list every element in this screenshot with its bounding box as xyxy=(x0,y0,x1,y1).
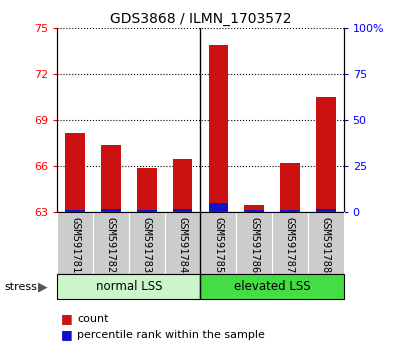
Text: ▶: ▶ xyxy=(38,280,47,293)
Bar xyxy=(201,274,344,299)
Bar xyxy=(93,212,129,274)
Bar xyxy=(57,274,201,299)
Bar xyxy=(209,203,228,212)
Text: normal LSS: normal LSS xyxy=(96,280,162,293)
Bar xyxy=(137,168,156,212)
Text: ■: ■ xyxy=(61,328,73,341)
Bar xyxy=(173,159,192,212)
Bar xyxy=(245,210,264,212)
Text: GSM591783: GSM591783 xyxy=(142,217,152,274)
Text: ■: ■ xyxy=(61,312,73,325)
Bar xyxy=(57,212,93,274)
Bar xyxy=(280,163,300,212)
Text: GSM591785: GSM591785 xyxy=(213,217,223,274)
Bar xyxy=(245,205,264,212)
Bar xyxy=(65,210,85,212)
Bar xyxy=(201,212,236,274)
Bar xyxy=(165,212,201,274)
Bar xyxy=(272,212,308,274)
Bar xyxy=(308,212,344,274)
Text: percentile rank within the sample: percentile rank within the sample xyxy=(77,330,265,339)
Bar xyxy=(65,133,85,212)
Text: GSM591787: GSM591787 xyxy=(285,217,295,274)
Bar xyxy=(316,209,336,212)
Title: GDS3868 / ILMN_1703572: GDS3868 / ILMN_1703572 xyxy=(110,12,291,26)
Text: elevated LSS: elevated LSS xyxy=(234,280,310,293)
Bar xyxy=(173,209,192,212)
Text: GSM591784: GSM591784 xyxy=(178,217,188,274)
Text: stress: stress xyxy=(4,282,37,292)
Bar xyxy=(101,209,121,212)
Bar xyxy=(316,97,336,212)
Text: GSM591788: GSM591788 xyxy=(321,217,331,274)
Bar xyxy=(280,210,300,212)
Text: count: count xyxy=(77,314,109,324)
Bar xyxy=(137,210,156,212)
Bar xyxy=(101,145,121,212)
Text: GSM591782: GSM591782 xyxy=(106,217,116,274)
Text: GSM591781: GSM591781 xyxy=(70,217,80,274)
Text: GSM591786: GSM591786 xyxy=(249,217,259,274)
Bar xyxy=(129,212,165,274)
Bar xyxy=(236,212,272,274)
Bar xyxy=(209,45,228,212)
